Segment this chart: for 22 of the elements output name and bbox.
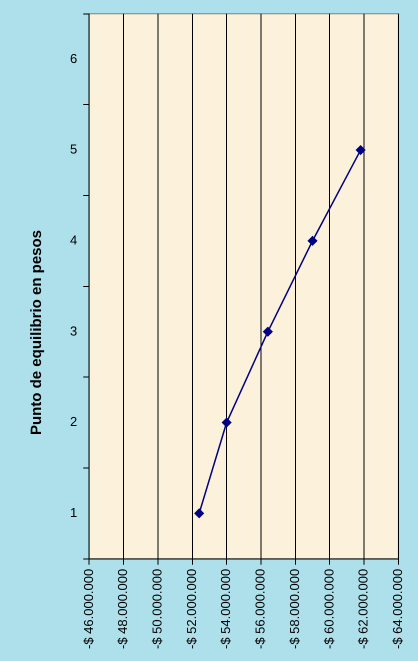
y-tick-label: 1 (70, 504, 78, 520)
x-tick-label: -$ 64.000.000 (390, 568, 405, 649)
y-tick-label: 2 (70, 414, 78, 430)
x-tick-label: -$ 46.000.000 (80, 568, 96, 649)
point (194, 508, 204, 518)
point (356, 145, 366, 155)
y-tick-label: 4 (70, 232, 78, 248)
x-tick-label: -$ 52.000.000 (184, 568, 199, 649)
point (308, 236, 318, 246)
x-tick-label: -$ 50.000.000 (150, 568, 165, 649)
x-tick-label: -$ 60.000.000 (321, 568, 336, 649)
point (263, 326, 273, 336)
text: Punto de equilibrio en pesos (28, 230, 46, 436)
x-tick-label: -$ 48.000.000 (115, 568, 130, 649)
y-tick-label: 6 (70, 50, 78, 66)
point (222, 418, 232, 428)
y-tick-label: 5 (70, 142, 78, 157)
x-tick-label: -$ 56.000.000 (252, 568, 268, 649)
x-tick-label: -$ 54.000.000 (218, 568, 234, 649)
y-tick-label: 3 (70, 323, 78, 338)
x-tick-label: -$ 58.000.000 (286, 568, 302, 649)
x-tick-label: -$ 62.000.000 (356, 568, 371, 649)
